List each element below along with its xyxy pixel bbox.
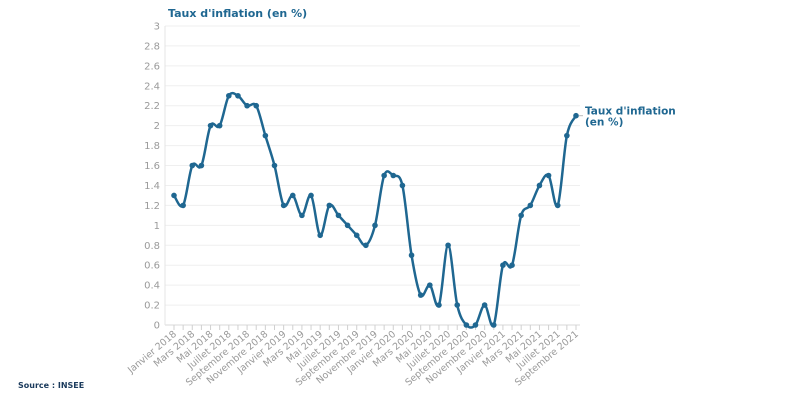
data-point — [253, 102, 260, 109]
data-point — [363, 242, 369, 249]
y-tick-label: 0.4 — [144, 281, 160, 292]
data-point — [171, 192, 177, 199]
series-line — [172, 91, 578, 329]
data-point — [372, 222, 378, 229]
y-tick-label: 3 — [154, 22, 160, 33]
data-point — [536, 182, 543, 189]
data-point — [308, 192, 314, 199]
data-point — [454, 302, 461, 308]
data-point — [216, 122, 223, 129]
data-point — [463, 322, 470, 328]
data-point — [481, 302, 488, 308]
data-point — [262, 132, 269, 139]
data-point — [427, 282, 433, 288]
y-tick-label: 0.8 — [144, 241, 160, 252]
data-point — [189, 162, 196, 169]
data-point — [500, 262, 506, 269]
data-point — [573, 112, 579, 119]
data-point — [335, 212, 342, 219]
series-label: Taux d'inflation — [585, 106, 676, 118]
data-point — [326, 202, 333, 209]
y-tick-label: 1.4 — [144, 181, 160, 192]
data-point — [280, 202, 287, 209]
data-point — [317, 232, 323, 239]
y-tick-label: 1 — [154, 221, 160, 232]
data-point — [436, 302, 442, 308]
y-tick-label: 0.6 — [144, 261, 160, 272]
data-point — [408, 252, 415, 259]
data-point — [445, 242, 451, 249]
y-tick-label: 1.6 — [144, 161, 160, 172]
data-point — [564, 132, 570, 139]
y-tick-label: 2.2 — [144, 101, 160, 112]
data-point — [207, 122, 214, 129]
data-point — [180, 202, 186, 209]
data-point — [381, 172, 387, 179]
data-point — [198, 162, 205, 169]
data-point — [518, 212, 524, 219]
data-point — [390, 172, 397, 179]
y-tick-label: 0.2 — [144, 301, 160, 312]
data-point — [289, 192, 296, 199]
data-point — [509, 262, 515, 269]
data-point — [472, 322, 479, 328]
data-point — [545, 172, 552, 179]
y-tick-label: 1.8 — [144, 141, 160, 152]
data-point — [554, 202, 561, 209]
data-point — [399, 182, 406, 189]
y-tick-label: 1.2 — [144, 201, 160, 212]
data-point — [417, 292, 424, 298]
data-point — [226, 92, 232, 99]
y-tick-label: 2.4 — [144, 81, 160, 92]
series-label: (en %) — [585, 117, 623, 129]
source-note: Source : INSEE — [18, 381, 85, 390]
chart-title: Taux d'inflation (en %) — [168, 7, 308, 20]
data-point — [344, 222, 351, 229]
y-tick-label: 2 — [154, 121, 160, 132]
data-point — [244, 102, 250, 109]
data-point — [235, 92, 241, 99]
data-point — [271, 162, 278, 169]
y-tick-label: 0 — [154, 321, 160, 332]
data-point — [527, 202, 534, 209]
data-point — [353, 232, 360, 239]
data-point — [299, 212, 305, 219]
y-tick-label: 2.8 — [144, 41, 160, 52]
data-point — [490, 322, 497, 328]
y-tick-label: 2.6 — [144, 61, 160, 72]
